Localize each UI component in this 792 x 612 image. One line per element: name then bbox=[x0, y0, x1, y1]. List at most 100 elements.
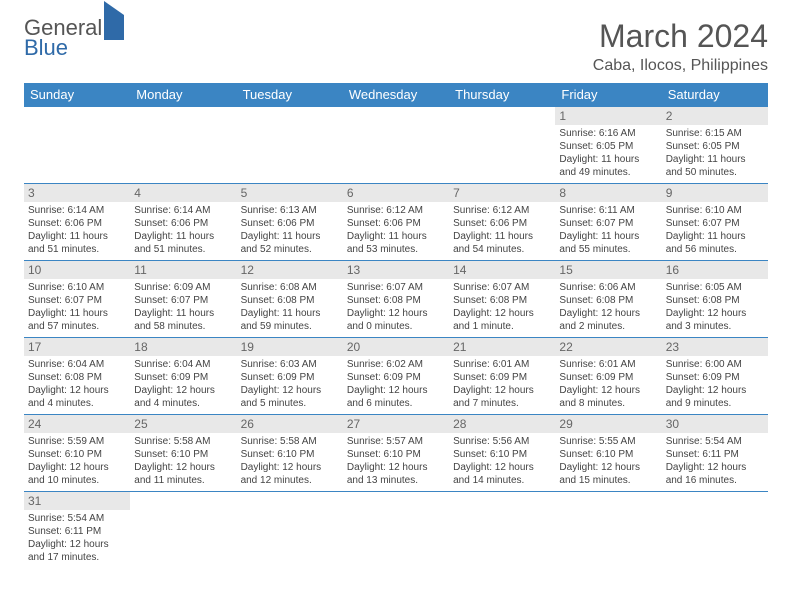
calendar-cell bbox=[343, 107, 449, 184]
sunset-line: Sunset: 6:11 PM bbox=[28, 525, 126, 538]
sunset-line: Sunset: 6:09 PM bbox=[559, 371, 657, 384]
day-number: 21 bbox=[449, 338, 555, 356]
daylight-line: Daylight: 11 hours and 57 minutes. bbox=[28, 307, 126, 333]
calendar-cell bbox=[237, 107, 343, 184]
daylight-line: Daylight: 12 hours and 4 minutes. bbox=[28, 384, 126, 410]
sunrise-line: Sunrise: 6:10 AM bbox=[666, 204, 764, 217]
day-body: Sunrise: 5:58 AMSunset: 6:10 PMDaylight:… bbox=[130, 433, 236, 491]
day-number: 1 bbox=[555, 107, 661, 125]
sunset-line: Sunset: 6:05 PM bbox=[559, 140, 657, 153]
daylight-line: Daylight: 12 hours and 6 minutes. bbox=[347, 384, 445, 410]
calendar-cell: 27Sunrise: 5:57 AMSunset: 6:10 PMDayligh… bbox=[343, 415, 449, 492]
calendar-head: SundayMondayTuesdayWednesdayThursdayFrid… bbox=[24, 83, 768, 107]
calendar-cell bbox=[449, 107, 555, 184]
sunrise-line: Sunrise: 6:13 AM bbox=[241, 204, 339, 217]
day-number: 12 bbox=[237, 261, 343, 279]
sunset-line: Sunset: 6:08 PM bbox=[241, 294, 339, 307]
daylight-line: Daylight: 12 hours and 4 minutes. bbox=[134, 384, 232, 410]
day-number bbox=[555, 492, 661, 510]
day-body: Sunrise: 6:05 AMSunset: 6:08 PMDaylight:… bbox=[662, 279, 768, 337]
day-number: 26 bbox=[237, 415, 343, 433]
day-number bbox=[237, 107, 343, 125]
day-body: Sunrise: 6:03 AMSunset: 6:09 PMDaylight:… bbox=[237, 356, 343, 414]
sunrise-line: Sunrise: 6:08 AM bbox=[241, 281, 339, 294]
sunset-line: Sunset: 6:09 PM bbox=[453, 371, 551, 384]
daylight-line: Daylight: 12 hours and 0 minutes. bbox=[347, 307, 445, 333]
day-body: Sunrise: 5:59 AMSunset: 6:10 PMDaylight:… bbox=[24, 433, 130, 491]
calendar-cell: 7Sunrise: 6:12 AMSunset: 6:06 PMDaylight… bbox=[449, 184, 555, 261]
sunset-line: Sunset: 6:10 PM bbox=[347, 448, 445, 461]
calendar-cell: 3Sunrise: 6:14 AMSunset: 6:06 PMDaylight… bbox=[24, 184, 130, 261]
sunrise-line: Sunrise: 6:09 AM bbox=[134, 281, 232, 294]
sunrise-line: Sunrise: 5:56 AM bbox=[453, 435, 551, 448]
title-block: March 2024 Caba, Ilocos, Philippines bbox=[593, 18, 768, 75]
calendar-cell bbox=[555, 492, 661, 569]
day-number: 3 bbox=[24, 184, 130, 202]
day-number bbox=[449, 107, 555, 125]
day-number bbox=[343, 492, 449, 510]
day-body: Sunrise: 5:54 AMSunset: 6:11 PMDaylight:… bbox=[24, 510, 130, 568]
calendar-cell: 9Sunrise: 6:10 AMSunset: 6:07 PMDaylight… bbox=[662, 184, 768, 261]
day-number: 23 bbox=[662, 338, 768, 356]
daylight-line: Daylight: 11 hours and 54 minutes. bbox=[453, 230, 551, 256]
day-body: Sunrise: 6:12 AMSunset: 6:06 PMDaylight:… bbox=[449, 202, 555, 260]
sunrise-line: Sunrise: 6:14 AM bbox=[28, 204, 126, 217]
daylight-line: Daylight: 12 hours and 16 minutes. bbox=[666, 461, 764, 487]
day-number: 18 bbox=[130, 338, 236, 356]
day-number: 24 bbox=[24, 415, 130, 433]
daylight-line: Daylight: 12 hours and 8 minutes. bbox=[559, 384, 657, 410]
calendar-cell: 26Sunrise: 5:58 AMSunset: 6:10 PMDayligh… bbox=[237, 415, 343, 492]
day-body bbox=[555, 510, 661, 566]
day-number: 20 bbox=[343, 338, 449, 356]
day-number: 27 bbox=[343, 415, 449, 433]
sunset-line: Sunset: 6:08 PM bbox=[347, 294, 445, 307]
sunset-line: Sunset: 6:06 PM bbox=[28, 217, 126, 230]
weekday-header: Saturday bbox=[662, 83, 768, 107]
day-number bbox=[662, 492, 768, 510]
calendar-cell bbox=[130, 492, 236, 569]
calendar-cell: 10Sunrise: 6:10 AMSunset: 6:07 PMDayligh… bbox=[24, 261, 130, 338]
day-body: Sunrise: 5:57 AMSunset: 6:10 PMDaylight:… bbox=[343, 433, 449, 491]
calendar-cell: 31Sunrise: 5:54 AMSunset: 6:11 PMDayligh… bbox=[24, 492, 130, 569]
calendar-cell bbox=[662, 492, 768, 569]
day-number: 29 bbox=[555, 415, 661, 433]
sunrise-line: Sunrise: 6:16 AM bbox=[559, 127, 657, 140]
sunset-line: Sunset: 6:06 PM bbox=[134, 217, 232, 230]
sunrise-line: Sunrise: 6:01 AM bbox=[453, 358, 551, 371]
day-body: Sunrise: 6:10 AMSunset: 6:07 PMDaylight:… bbox=[24, 279, 130, 337]
sunrise-line: Sunrise: 6:02 AM bbox=[347, 358, 445, 371]
daylight-line: Daylight: 12 hours and 15 minutes. bbox=[559, 461, 657, 487]
sunset-line: Sunset: 6:07 PM bbox=[134, 294, 232, 307]
calendar-cell: 17Sunrise: 6:04 AMSunset: 6:08 PMDayligh… bbox=[24, 338, 130, 415]
sunset-line: Sunset: 6:07 PM bbox=[28, 294, 126, 307]
brand-part2: Blue bbox=[24, 35, 68, 60]
sunrise-line: Sunrise: 5:58 AM bbox=[241, 435, 339, 448]
daylight-line: Daylight: 11 hours and 55 minutes. bbox=[559, 230, 657, 256]
day-body bbox=[24, 125, 130, 181]
day-body: Sunrise: 6:13 AMSunset: 6:06 PMDaylight:… bbox=[237, 202, 343, 260]
brand-logo: General Blue bbox=[24, 18, 124, 58]
sunset-line: Sunset: 6:09 PM bbox=[134, 371, 232, 384]
day-body: Sunrise: 6:04 AMSunset: 6:09 PMDaylight:… bbox=[130, 356, 236, 414]
weekday-header: Sunday bbox=[24, 83, 130, 107]
daylight-line: Daylight: 11 hours and 56 minutes. bbox=[666, 230, 764, 256]
sunset-line: Sunset: 6:09 PM bbox=[241, 371, 339, 384]
day-body bbox=[237, 510, 343, 566]
calendar-cell: 23Sunrise: 6:00 AMSunset: 6:09 PMDayligh… bbox=[662, 338, 768, 415]
calendar-row: 17Sunrise: 6:04 AMSunset: 6:08 PMDayligh… bbox=[24, 338, 768, 415]
calendar-cell: 14Sunrise: 6:07 AMSunset: 6:08 PMDayligh… bbox=[449, 261, 555, 338]
day-body bbox=[130, 125, 236, 181]
daylight-line: Daylight: 12 hours and 10 minutes. bbox=[28, 461, 126, 487]
sunrise-line: Sunrise: 6:12 AM bbox=[347, 204, 445, 217]
sunrise-line: Sunrise: 5:55 AM bbox=[559, 435, 657, 448]
sunset-line: Sunset: 6:08 PM bbox=[28, 371, 126, 384]
month-title: March 2024 bbox=[593, 18, 768, 55]
sunrise-line: Sunrise: 6:12 AM bbox=[453, 204, 551, 217]
sunset-line: Sunset: 6:06 PM bbox=[453, 217, 551, 230]
sunset-line: Sunset: 6:10 PM bbox=[559, 448, 657, 461]
calendar-body: 1 Sunrise: 6:16 AMSunset: 6:05 PM Daylight… bbox=[24, 107, 768, 569]
daylight-line: Daylight: 11 hours and 50 minutes. bbox=[666, 153, 764, 179]
calendar-cell bbox=[130, 107, 236, 184]
calendar-row: 10Sunrise: 6:10 AMSunset: 6:07 PMDayligh… bbox=[24, 261, 768, 338]
calendar-cell: 21Sunrise: 6:01 AMSunset: 6:09 PMDayligh… bbox=[449, 338, 555, 415]
